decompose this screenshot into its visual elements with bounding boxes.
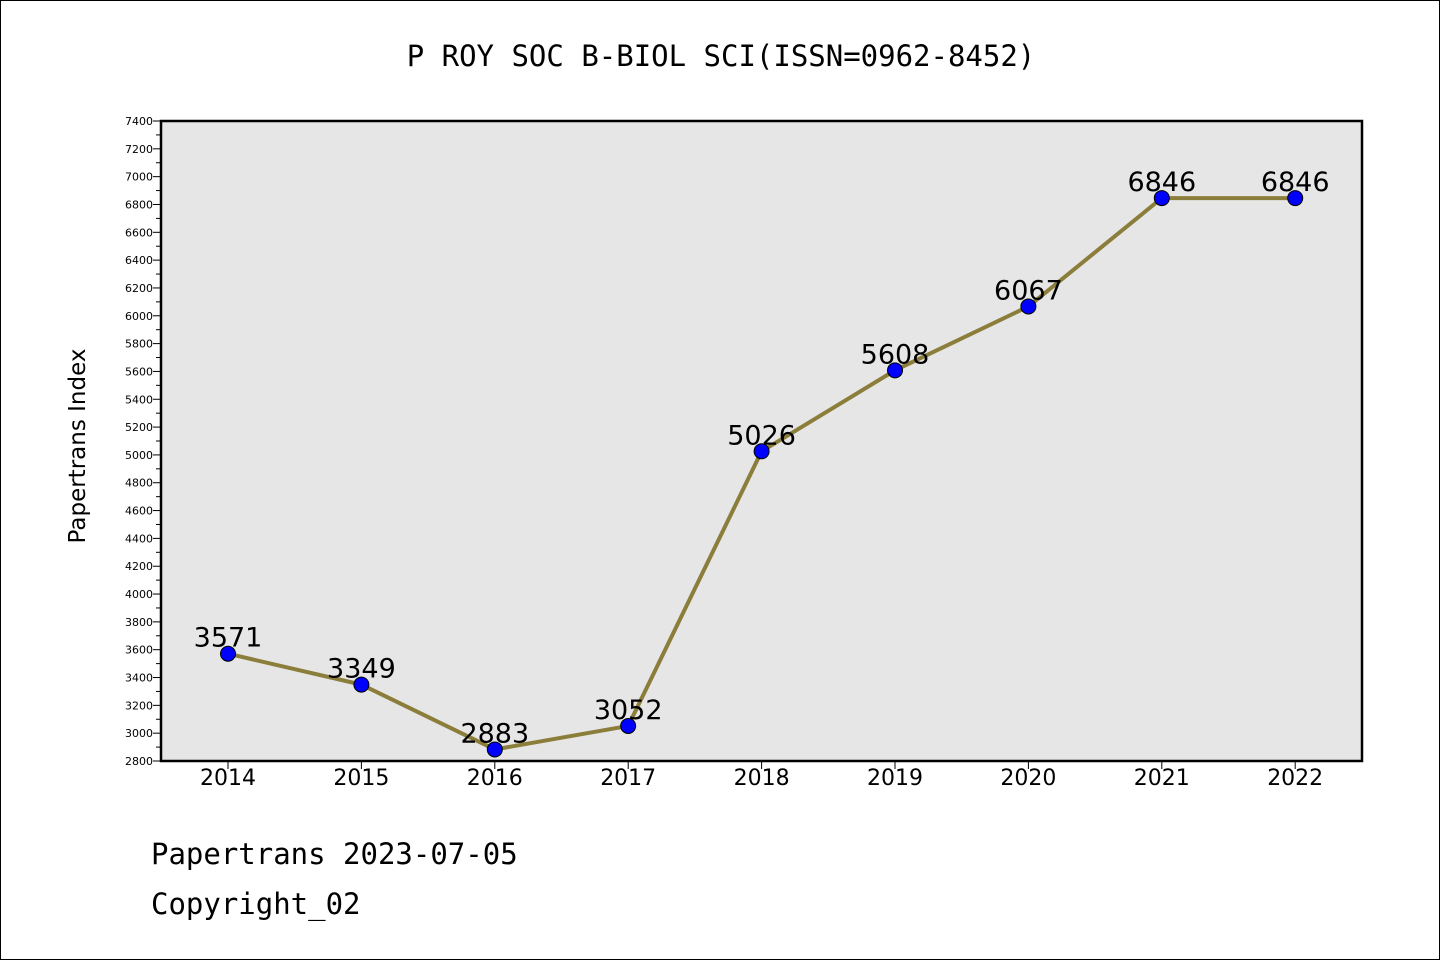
y-tick-label: 3200	[125, 699, 153, 712]
y-tick-label: 7400	[125, 115, 153, 128]
data-point	[486, 741, 503, 758]
x-tick-label: 2022	[1267, 766, 1323, 791]
plot-area	[161, 121, 1362, 761]
y-tick-label: 3800	[125, 616, 153, 629]
y-tick-label: 4800	[125, 477, 153, 490]
x-tick-label: 2017	[600, 766, 656, 791]
y-axis-label: Papertrans Index	[65, 349, 91, 544]
data-point	[887, 362, 903, 379]
y-tick-label: 6600	[125, 226, 153, 239]
y-tick-label: 7200	[125, 143, 153, 156]
y-tick-label: 6000	[125, 310, 153, 323]
footer-copyright: Copyright_02	[151, 887, 361, 921]
data-label: 5608	[861, 339, 930, 370]
data-point	[220, 645, 236, 662]
y-tick-label: 6800	[125, 198, 153, 211]
data-point	[353, 676, 370, 693]
data-label: 6846	[1127, 167, 1196, 198]
y-tick-label: 4600	[125, 505, 153, 518]
data-point	[1153, 190, 1170, 207]
y-tick-label: 5800	[125, 338, 153, 351]
data-point	[620, 717, 637, 734]
y-tick-label: 6400	[125, 254, 153, 267]
data-label: 3349	[327, 654, 396, 685]
data-label: 3571	[194, 623, 263, 654]
data-label: 2883	[460, 718, 529, 749]
y-tick-label: 3400	[125, 672, 153, 685]
plot-frame	[159, 119, 1364, 763]
y-tick-label: 3600	[125, 644, 153, 657]
data-label: 3052	[594, 695, 663, 726]
data-point	[1020, 298, 1037, 315]
x-tick-label: 2014	[200, 766, 256, 791]
x-tick-label: 2018	[734, 766, 790, 791]
y-tick-label: 5600	[125, 365, 153, 378]
x-tick-label: 2021	[1134, 766, 1190, 791]
y-tick-label: 2800	[125, 755, 153, 768]
x-tick-label: 2019	[867, 766, 923, 791]
data-label: 5026	[727, 420, 796, 451]
y-tick-label: 7000	[125, 171, 153, 184]
x-tick-label: 2015	[333, 766, 389, 791]
data-point	[753, 443, 770, 460]
footer-date: Papertrans 2023-07-05	[151, 837, 518, 871]
y-tick-label: 3000	[125, 727, 153, 740]
y-tick-label: 5400	[125, 393, 153, 406]
y-tick-label: 6200	[125, 282, 153, 295]
x-tick-label: 2016	[467, 766, 523, 791]
y-tick-label: 4000	[125, 588, 153, 601]
y-tick-label: 5000	[125, 449, 153, 462]
data-label: 6846	[1261, 167, 1330, 198]
data-point	[1287, 190, 1304, 207]
x-tick-label: 2020	[1000, 766, 1056, 791]
y-tick-label: 5200	[125, 421, 153, 434]
y-tick-label: 4200	[125, 560, 153, 573]
y-tick-label: 4400	[125, 532, 153, 545]
data-label: 6067	[994, 275, 1063, 306]
chart-title: P ROY SOC B-BIOL SCI(ISSN=0962-8452)	[406, 39, 1036, 73]
